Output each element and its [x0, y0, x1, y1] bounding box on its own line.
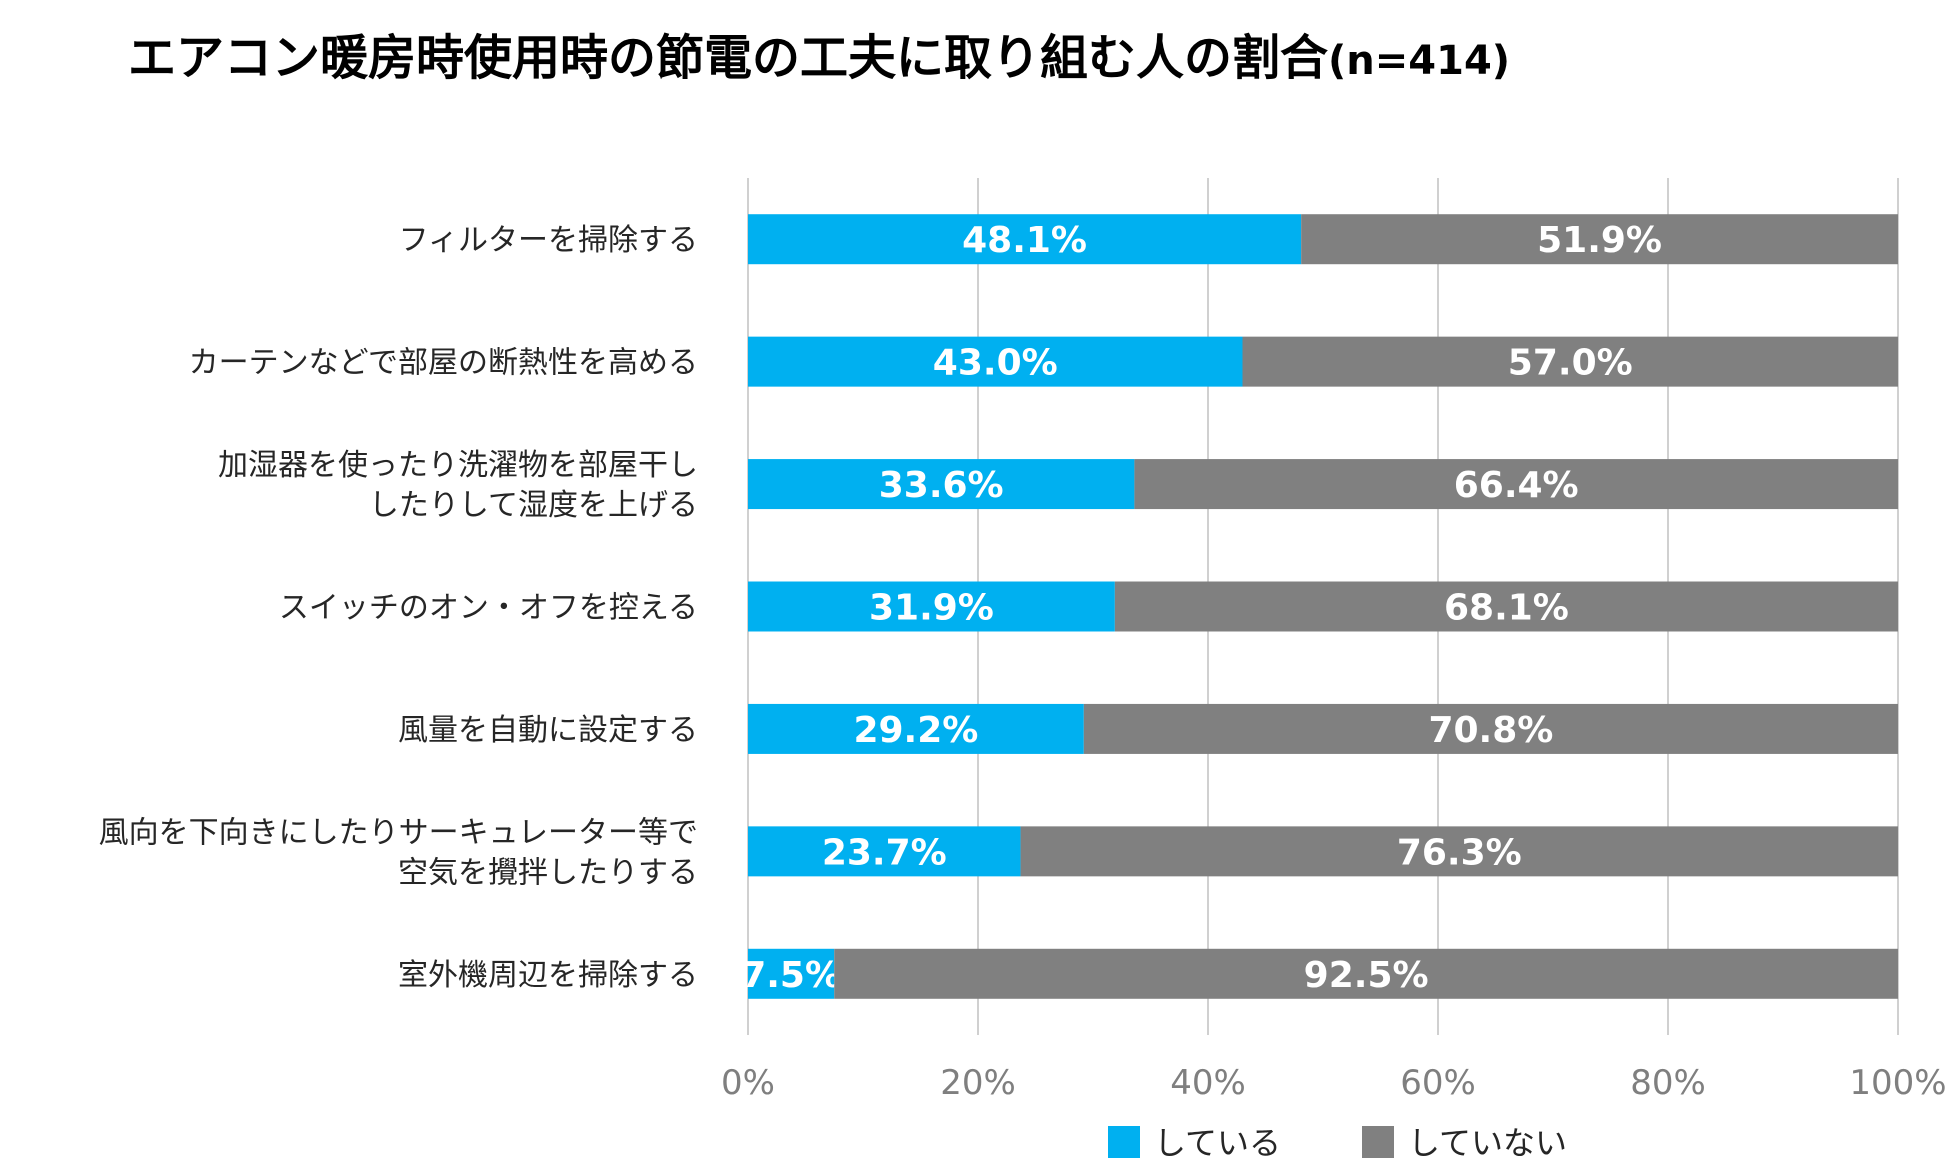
bar-not-doing	[1242, 336, 1898, 387]
tick-label: 20%	[940, 1063, 1016, 1103]
data-label: 70.8%	[1428, 710, 1553, 751]
data-label: 31.9%	[869, 588, 994, 629]
data-label: 51.9%	[1537, 220, 1662, 261]
bar-not-doing	[1020, 826, 1898, 877]
data-label: 43.0%	[933, 343, 1058, 384]
tick-label: 80%	[1630, 1063, 1706, 1103]
bar-doing	[748, 214, 1302, 265]
bar-doing	[748, 703, 1084, 754]
category-label: カーテンなどで部屋の断熱性を高める	[189, 346, 698, 381]
data-label: 33.6%	[879, 465, 1004, 506]
data-label: 76.3%	[1397, 832, 1522, 873]
data-label: 29.2%	[853, 710, 978, 751]
data-label: 7.5%	[741, 955, 841, 996]
legend-swatch-not-doing	[1362, 1126, 1394, 1158]
category-label: 風向を下向きにしたりサーキュレーター等で	[99, 815, 698, 850]
data-label: 23.7%	[822, 832, 947, 873]
category-label: 風量を自動に設定する	[398, 713, 698, 748]
bar-doing	[748, 826, 1021, 877]
bars: 48.1% 51.9% 43.0% 57.0% 33.6% 66.4% 31.9% 68.1%…	[741, 214, 1898, 999]
category-label: したりして湿度を上げる	[369, 488, 698, 523]
bar-doing	[748, 581, 1115, 632]
legend-label-not-doing: していない	[1408, 1124, 1567, 1162]
chart-title-n: (n=414)	[1328, 38, 1511, 84]
category-label: 空気を攪拌したりする	[398, 855, 698, 890]
chart-title: エアコン暖房時使用時の節電の工夫に取り組む人の割合(n=414)	[0, 18, 1950, 88]
legend-swatch-doing	[1108, 1126, 1140, 1158]
category-labels: フィルターを掃除するカーテンなどで部屋の断熱性を高める加湿器を使ったり洗濯物を部…	[99, 223, 698, 993]
bar-not-doing	[834, 948, 1898, 999]
tick-label: 100%	[1849, 1063, 1946, 1103]
category-label: フィルターを掃除する	[399, 223, 698, 258]
bar-not-doing	[1134, 459, 1898, 510]
category-label: 室外機周辺を掃除する	[398, 958, 698, 993]
bar-doing	[748, 948, 835, 999]
tick-label: 0%	[721, 1063, 775, 1103]
bar-not-doing	[1301, 214, 1898, 265]
tick-label: 40%	[1170, 1063, 1246, 1103]
tick-label: 60%	[1400, 1063, 1476, 1103]
category-label: スイッチのオン・オフを控える	[279, 591, 698, 626]
bar-not-doing	[1114, 581, 1898, 632]
chart-title-text: エアコン暖房時使用時の節電の工夫に取り組む人の割合	[128, 30, 1329, 86]
legend: している していない	[1108, 1124, 1567, 1162]
data-label: 92.5%	[1304, 955, 1429, 996]
bar-doing	[748, 336, 1243, 387]
bar-not-doing	[1083, 703, 1898, 754]
data-label: 68.1%	[1444, 588, 1569, 629]
data-label: 48.1%	[962, 220, 1087, 261]
x-axis-ticks: 0% 20% 40% 60% 80% 100%	[721, 1063, 1947, 1103]
data-label: 57.0%	[1508, 343, 1633, 384]
bar-doing	[748, 459, 1135, 510]
category-label: 加湿器を使ったり洗濯物を部屋干し	[218, 448, 698, 483]
legend-label-doing: している	[1154, 1124, 1281, 1162]
data-label: 66.4%	[1454, 465, 1579, 506]
